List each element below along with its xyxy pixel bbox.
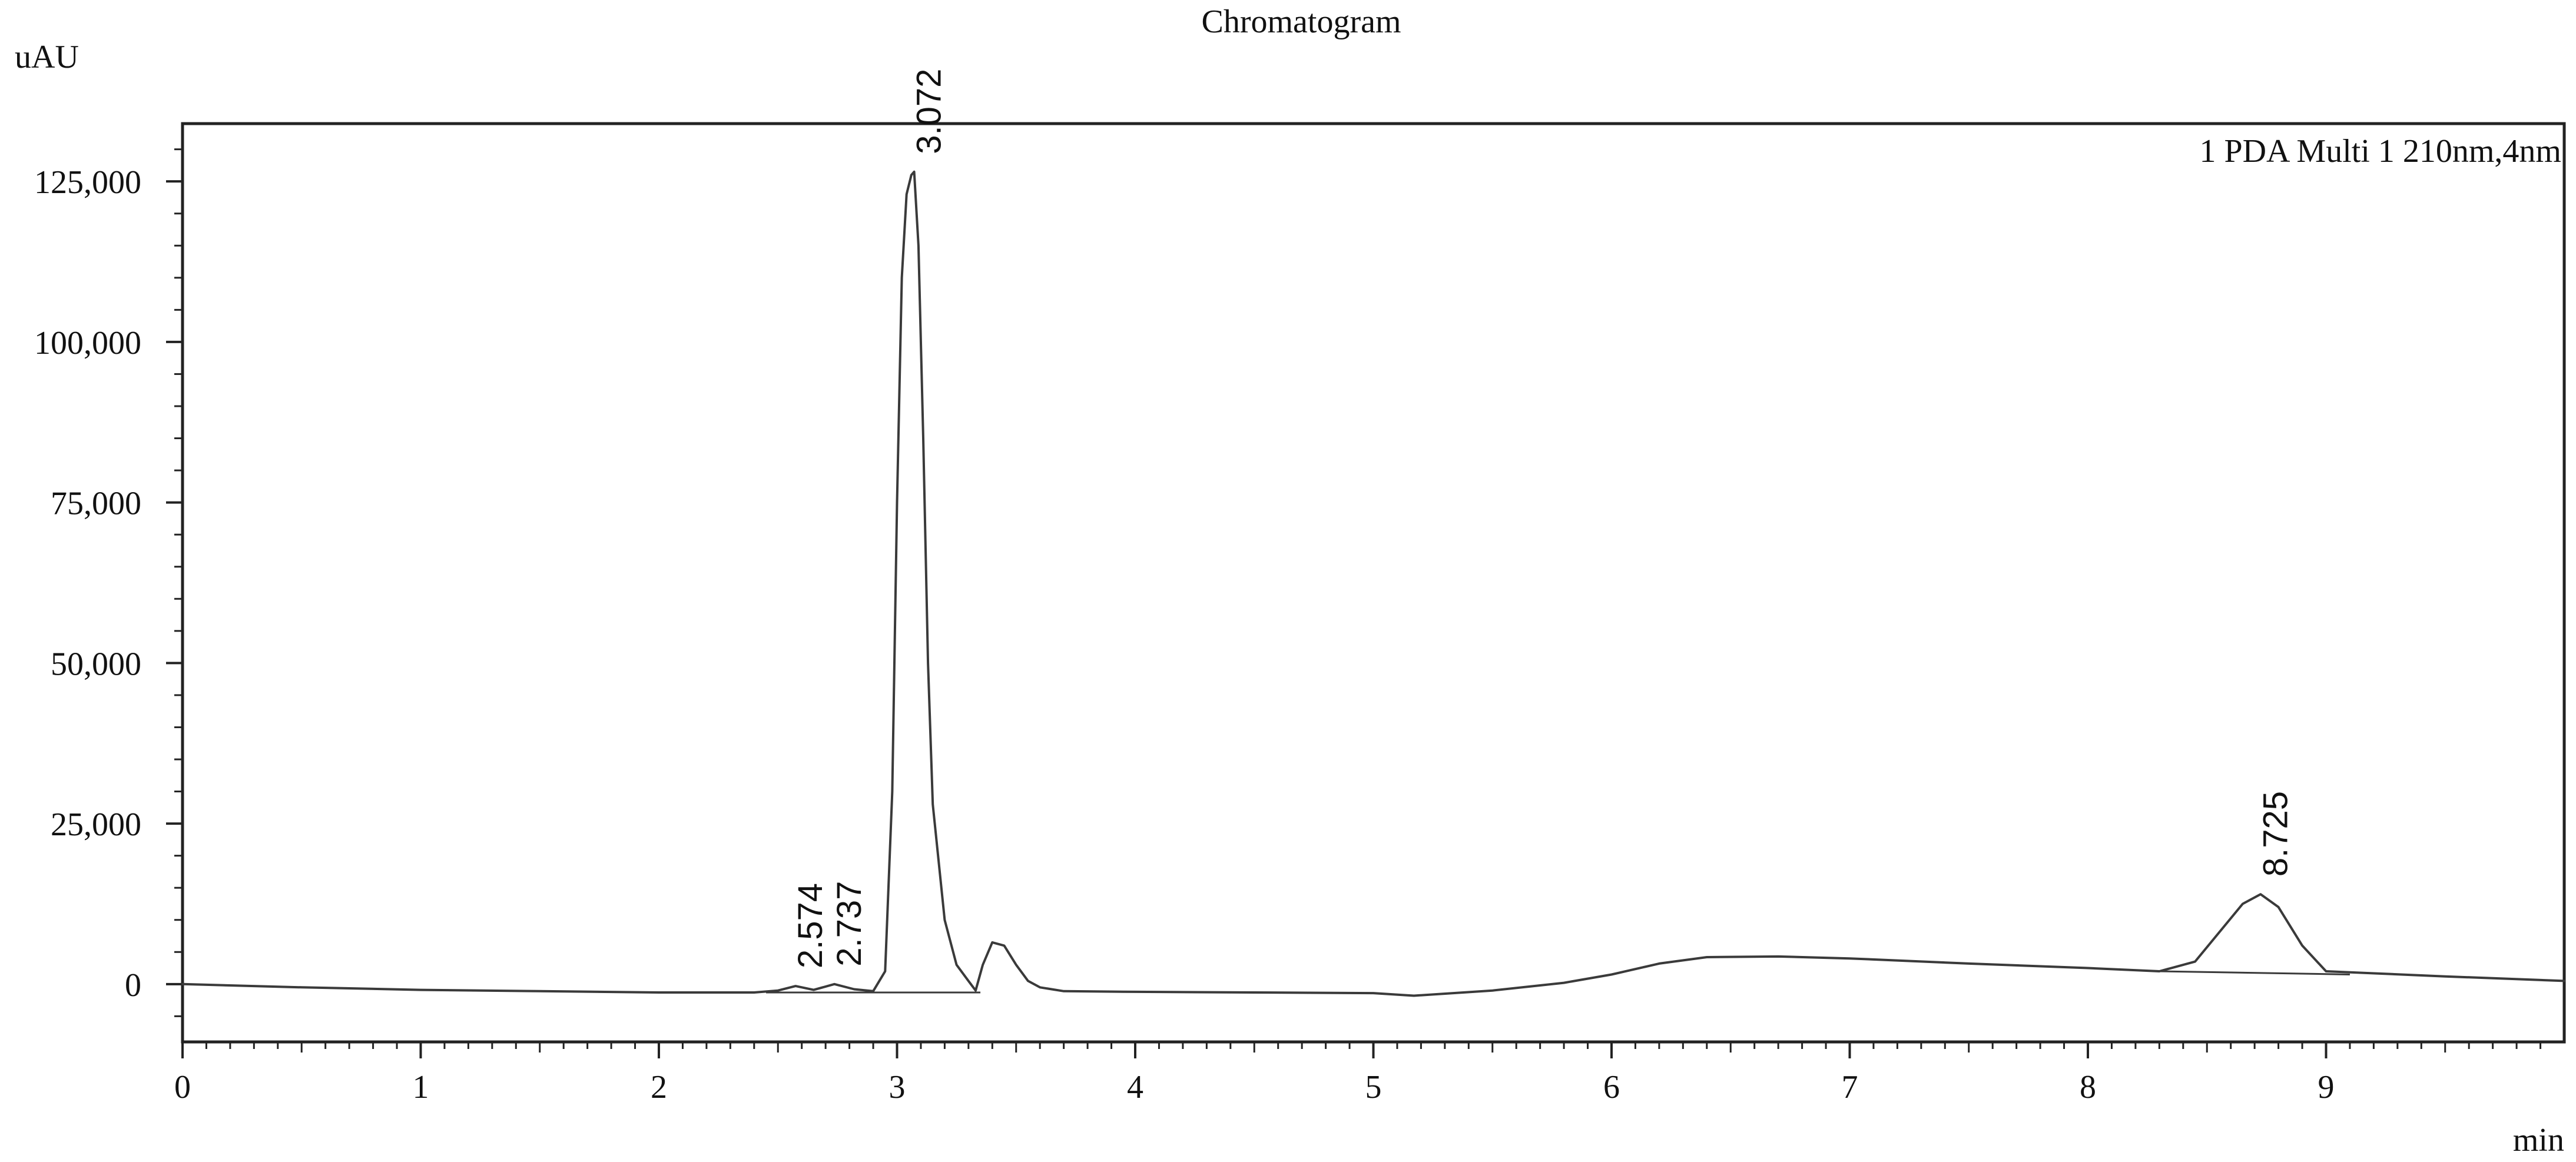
peak-label: 8.725 (2256, 791, 2295, 877)
y-tick-label: 25,000 (51, 806, 141, 843)
plot-frame (181, 122, 2566, 1044)
y-tick-label: 100,000 (34, 325, 141, 361)
legend-label: 1 PDA Multi 1 210nm,4nm (2199, 133, 2561, 170)
x-tick-label: 4 (1127, 1069, 1143, 1105)
x-tick-label: 5 (1365, 1069, 1382, 1105)
peak-labels-layer: 2.574 2.737 3.072 8.725 (791, 69, 2295, 968)
y-axis-label: uAU (15, 39, 79, 75)
x-tick-label: 7 (1842, 1069, 1858, 1105)
x-tick-label: 1 (413, 1069, 429, 1105)
x-tick-label: 2 (651, 1069, 667, 1105)
x-tick-label: 8 (2080, 1069, 2096, 1105)
x-tick-label: 9 (2318, 1069, 2335, 1105)
y-tick-label: 125,000 (34, 164, 141, 201)
y-tick-label: 0 (125, 967, 141, 1004)
axes-layer: 0 1 2 3 4 5 6 7 8 9 0 25,000 50,000 75,000 100,000 125,… (34, 148, 2542, 1105)
chromatogram-trace (181, 170, 2565, 997)
integration-baseline (2159, 970, 2350, 975)
x-tick-label: 0 (174, 1069, 191, 1105)
series-layer (181, 170, 2565, 997)
peak-label: 2.574 (791, 883, 830, 968)
y-tick-label: 75,000 (51, 486, 141, 522)
x-tick-label: 3 (889, 1069, 906, 1105)
y-tick-label: 50,000 (51, 646, 141, 682)
x-axis-label: min (2513, 1122, 2564, 1158)
x-tick-label: 6 (1603, 1069, 1620, 1105)
chart-title: Chromatogram (1201, 4, 1401, 40)
peak-label: 2.737 (830, 881, 868, 967)
peak-label: 3.072 (910, 69, 949, 154)
